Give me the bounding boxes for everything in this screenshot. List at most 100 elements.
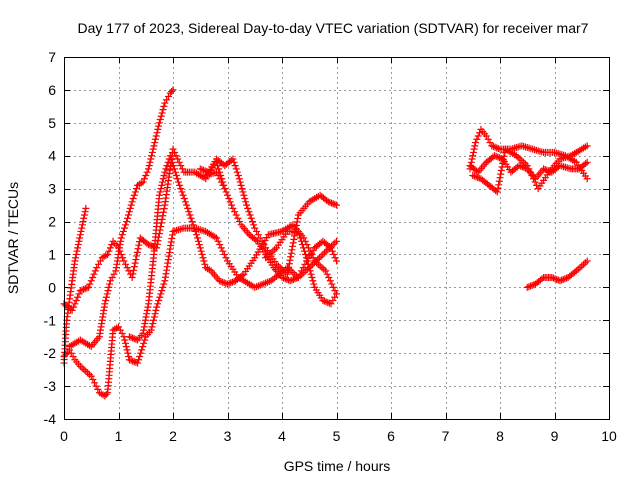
data-point [139,343,147,351]
data-point [221,185,229,193]
data-point [105,283,113,291]
data-point [152,132,160,140]
data-point [132,185,140,193]
data-point [106,280,114,288]
data-point [160,280,168,288]
data-point [523,283,531,291]
data-point [75,237,83,245]
x-tick-label: 1 [115,428,123,444]
data-point [103,290,111,298]
data-point [491,143,499,151]
data-point [559,275,567,283]
data-point [178,165,186,173]
data-point [288,276,296,284]
data-point [219,278,227,286]
data-point [67,349,75,357]
data-point [222,188,230,196]
data-point [324,198,332,206]
data-point [317,252,325,260]
data-point [77,227,85,235]
data-point [468,155,476,163]
data-point [489,143,497,151]
data-point [281,275,289,283]
data-point [160,205,168,213]
data-point [159,175,167,183]
data-point [123,218,131,226]
data-point [499,156,507,164]
data-point [130,335,138,343]
data-point [125,333,133,341]
data-point [494,184,502,192]
data-point [150,142,158,150]
data-point [154,300,162,308]
data-point [159,106,167,114]
data-point [498,163,506,171]
data-point [120,257,128,265]
data-point [173,175,181,183]
y-tick-label: 5 [48,115,56,131]
data-point [76,287,84,295]
data-point [172,171,180,179]
data-point [470,145,478,153]
data-point [191,227,199,235]
data-point [133,252,141,260]
plot-frame [64,57,610,420]
data-point [305,264,313,272]
data-point [181,198,189,206]
data-point [548,273,556,281]
data-point [540,165,548,173]
data-point [123,264,131,272]
data-point [484,135,492,143]
data-point [497,167,505,175]
data-point [289,239,297,247]
data-point [244,204,252,212]
data-point [218,178,226,186]
data-point [220,250,228,258]
data-point [139,178,147,186]
data-point [230,158,238,166]
data-point [95,260,103,268]
data-point [493,188,501,196]
data-point [140,339,148,347]
data-point [141,316,149,324]
data-point [90,270,98,278]
data-point [76,231,84,239]
data-point [192,231,200,239]
data-point [250,221,258,229]
data-point [143,310,151,318]
data-point [295,231,303,239]
data-point [73,247,81,255]
data-point [69,352,77,360]
data-point [104,250,112,258]
data-point [168,158,176,166]
data-point [307,270,315,278]
data-point [129,195,137,203]
data-point [225,279,233,287]
data-point [331,200,339,208]
series-track-e [125,152,340,344]
data-point [469,171,477,179]
data-point [321,297,329,305]
data-point [316,262,324,270]
data-point [158,109,166,117]
data-point [200,257,208,265]
data-point [143,168,151,176]
data-point [496,174,504,182]
data-point [576,264,584,272]
data-point [148,148,156,156]
data-point [81,208,89,216]
data-point [216,241,224,249]
data-point [164,92,172,100]
data-point [135,241,143,249]
y-tick-label: 6 [48,82,56,98]
data-point [200,166,208,174]
series-track-h [262,227,340,308]
data-point [225,195,233,203]
data-point [538,275,546,283]
data-point [500,152,508,160]
data-point [229,204,237,212]
data-point [189,221,197,229]
data-point [130,191,138,199]
data-point [232,165,240,173]
data-point [329,200,337,208]
